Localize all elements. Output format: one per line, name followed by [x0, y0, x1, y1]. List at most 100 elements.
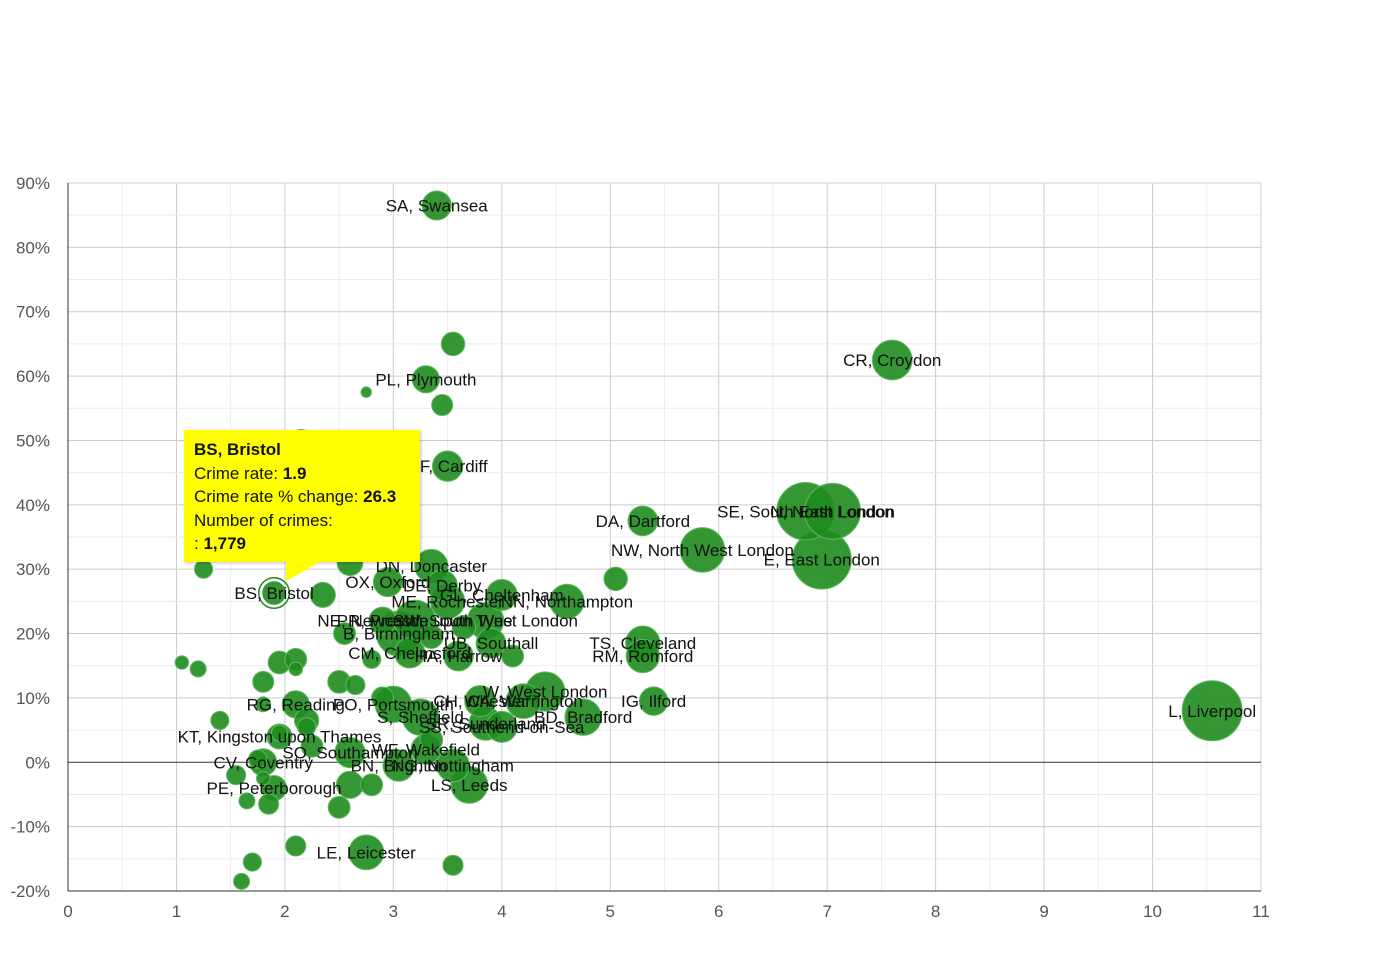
bubble[interactable]: [309, 581, 336, 608]
bubble[interactable]: [625, 638, 660, 674]
bubble[interactable]: [297, 717, 317, 737]
bubble[interactable]: [210, 710, 230, 731]
bubble-label: NE, Newcastle upon Tyne: [317, 612, 512, 631]
bubble[interactable]: [443, 640, 474, 672]
bubble[interactable]: [485, 578, 518, 611]
bubble-label: SW, South West London: [393, 612, 578, 631]
bubble-label: SE, South East London: [717, 502, 894, 521]
bubble[interactable]: [300, 734, 324, 758]
bubble[interactable]: [436, 748, 470, 783]
bubble[interactable]: [371, 686, 394, 710]
bubble-label: SA, Swansea: [386, 197, 489, 216]
y-tick-label: 20%: [16, 625, 50, 644]
bubble[interactable]: [255, 696, 272, 713]
bubble-label: LE, Leicester: [317, 843, 417, 862]
bubble[interactable]: [327, 795, 351, 819]
bubble[interactable]: [348, 834, 385, 871]
bubble-label: WF, Wakefield: [372, 740, 480, 759]
bubble[interactable]: [360, 386, 372, 398]
bubble[interactable]: [426, 569, 458, 601]
bubble[interactable]: [193, 559, 214, 579]
bubble-label: PR, Preston: [337, 612, 429, 631]
x-tick-label: 11: [1252, 902, 1270, 921]
bubble[interactable]: [174, 655, 190, 670]
bubble[interactable]: [238, 792, 256, 810]
tooltip: BS, Bristol Crime rate: 1.9 Crime rate %…: [184, 430, 420, 562]
bubble[interactable]: [372, 567, 403, 598]
bubble-label: LS, Leeds: [431, 776, 508, 795]
x-tick-label: 7: [822, 902, 831, 921]
bubble[interactable]: [333, 622, 356, 645]
bubble[interactable]: [382, 749, 416, 782]
bubble[interactable]: [419, 624, 444, 650]
bubble[interactable]: [464, 685, 497, 718]
bubble[interactable]: [255, 771, 271, 786]
bubble[interactable]: [419, 727, 444, 752]
bubble[interactable]: [505, 683, 542, 720]
bubble[interactable]: [564, 698, 602, 736]
bubble-label: PO, Portsmouth: [333, 695, 454, 714]
bubble[interactable]: [679, 527, 726, 573]
bubble-label: W, West London: [483, 682, 607, 701]
bubble-label: CM, Chelmsford: [348, 644, 471, 663]
bubble-label: S, Sheffield: [377, 708, 464, 727]
bubble[interactable]: [638, 686, 669, 716]
y-tick-label: 60%: [16, 367, 50, 386]
bubble[interactable]: [260, 579, 288, 607]
bubble-label: CR, Croydon: [843, 351, 941, 370]
bubble[interactable]: [1181, 680, 1243, 742]
bubble[interactable]: [233, 872, 251, 890]
x-tick-label: 1: [172, 902, 181, 921]
bubble-label: DA, Dartford: [596, 512, 690, 531]
bubble[interactable]: [368, 606, 397, 635]
y-tick-label: 30%: [16, 560, 50, 579]
bubble-labels: SA, Swansea CR, Croydon PL, Plymouth CF, Ca…: [178, 197, 1257, 863]
bubble-label: BD, Bradford: [534, 708, 632, 727]
bubble[interactable]: [226, 765, 247, 786]
bubble[interactable]: [393, 637, 426, 669]
y-tick-label: 10%: [16, 689, 50, 708]
y-tick-label: 50%: [16, 431, 50, 450]
bubble[interactable]: [603, 566, 628, 592]
bubble[interactable]: [440, 331, 466, 357]
bubble-label: UB, Southall: [444, 634, 539, 653]
bubble[interactable]: [485, 710, 518, 743]
bubble[interactable]: [345, 674, 366, 696]
bubble[interactable]: [242, 852, 262, 872]
bubble[interactable]: [285, 835, 307, 857]
bubbles[interactable]: [174, 190, 1243, 890]
bubble[interactable]: [627, 505, 659, 537]
y-tick-label: 90%: [16, 174, 50, 193]
bubble[interactable]: [189, 660, 207, 678]
bubble[interactable]: [334, 736, 366, 769]
bubble-label: N, North London: [770, 502, 895, 521]
bubble[interactable]: [442, 854, 464, 876]
y-tick-label: 40%: [16, 496, 50, 515]
bubble-label: CV, Coventry: [213, 753, 313, 772]
bubble[interactable]: [248, 749, 268, 769]
bubble[interactable]: [270, 724, 289, 742]
bubble[interactable]: [362, 649, 382, 669]
bubble[interactable]: [431, 394, 454, 417]
bubble[interactable]: [431, 450, 464, 482]
tooltip-change-value: 26.3: [363, 487, 397, 506]
bubble[interactable]: [252, 670, 275, 693]
bubble[interactable]: [258, 793, 280, 815]
x-tick-label: 4: [497, 902, 506, 921]
bubble-label: PE, Peterborough: [206, 779, 341, 798]
tooltip-crimes-prefix: :: [194, 534, 204, 553]
bubble[interactable]: [360, 773, 384, 797]
bubble[interactable]: [421, 190, 452, 221]
bubble[interactable]: [871, 339, 913, 381]
bubble-label: KT, Kingston upon Thames: [178, 728, 382, 747]
tooltip-crimes-label: Number of crimes:: [194, 510, 333, 530]
bubble[interactable]: [804, 482, 862, 540]
bubble-label: DE, Derby: [403, 576, 482, 595]
bubble[interactable]: [288, 661, 304, 677]
bubble[interactable]: [451, 614, 477, 640]
bubble[interactable]: [411, 365, 440, 394]
bubble[interactable]: [549, 583, 585, 620]
bubble[interactable]: [501, 644, 525, 668]
bubble[interactable]: [475, 627, 507, 659]
